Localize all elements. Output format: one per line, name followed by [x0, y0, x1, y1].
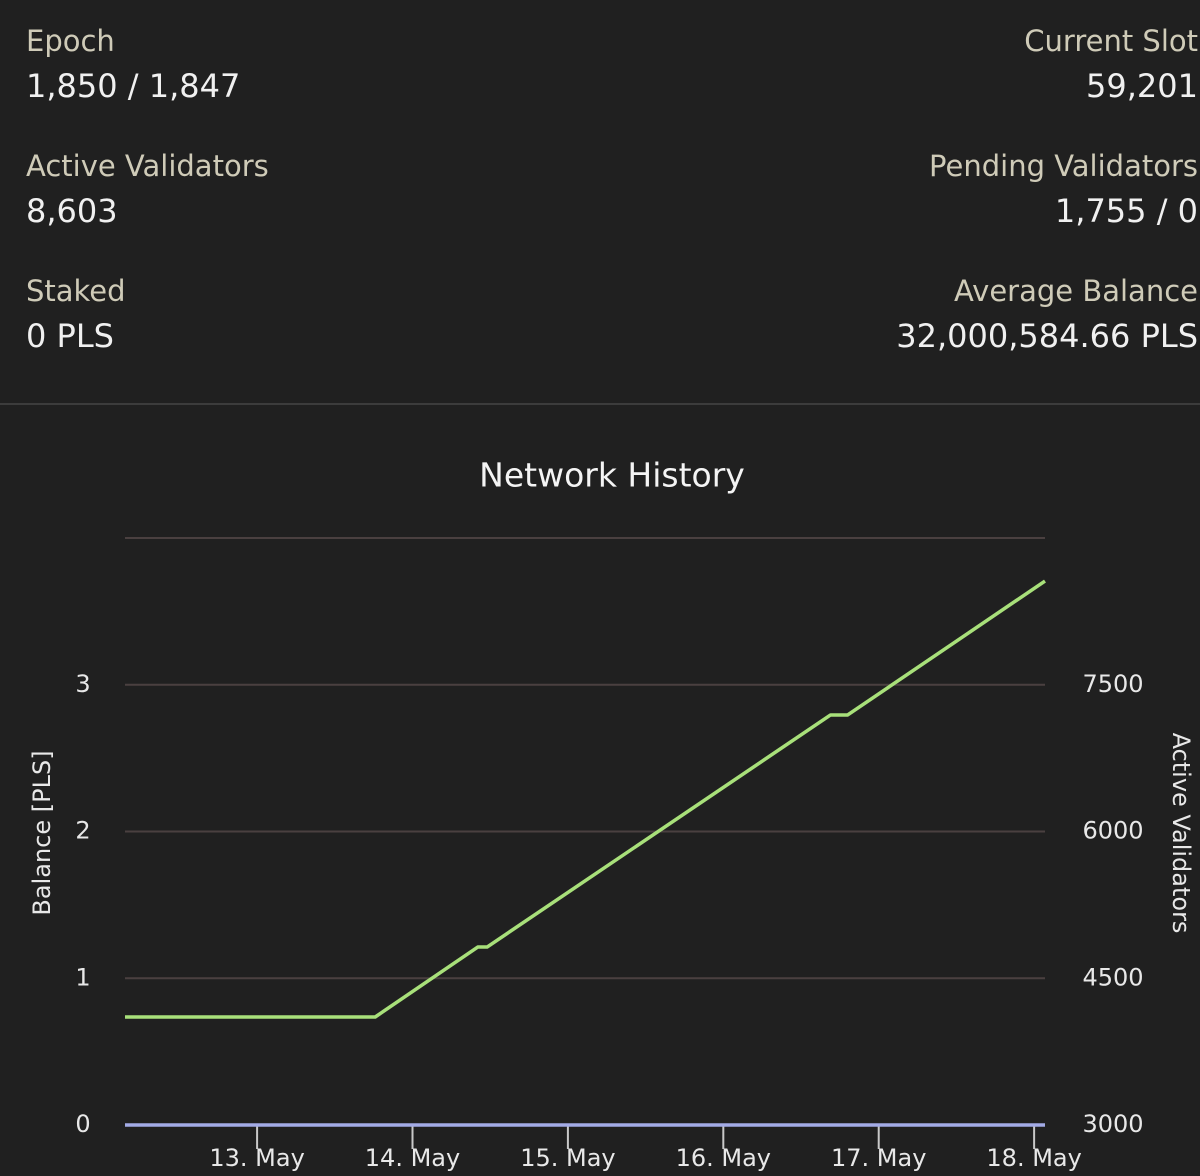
x-tick-label: 13. May — [209, 1144, 304, 1172]
stat-value: 59,201 — [1086, 67, 1198, 105]
stat-label: Staked — [26, 274, 126, 308]
stat-value: 8,603 — [26, 192, 118, 230]
y2-tick-label: 7500 — [1082, 670, 1143, 698]
stat-label: Pending Validators — [929, 149, 1198, 183]
y-tick-label: 3 — [75, 670, 90, 698]
y2-axis-label: Active Validators — [1167, 733, 1195, 934]
x-tick-label: 14. May — [365, 1144, 460, 1172]
stat-label: Average Balance — [954, 274, 1198, 308]
stat-label: Current Slot — [1024, 24, 1198, 58]
stat-label: Active Validators — [26, 149, 269, 183]
y2-tick-label: 3000 — [1082, 1110, 1143, 1138]
stat-value: 1,755 / 0 — [1055, 192, 1198, 230]
y-tick-label: 2 — [75, 817, 90, 845]
y2-tick-label: 6000 — [1082, 817, 1143, 845]
x-tick-label: 18. May — [986, 1144, 1081, 1172]
stat-value: 0 PLS — [26, 317, 114, 355]
y2-tick-label: 4500 — [1082, 963, 1143, 991]
stat-value: 32,000,584.66 PLS — [896, 317, 1198, 355]
stat-value: 1,850 / 1,847 — [26, 67, 240, 105]
x-tick-label: 17. May — [831, 1144, 926, 1172]
chart-title: Network History — [479, 456, 745, 495]
y-tick-label: 1 — [75, 963, 90, 991]
y-axis-label: Balance [PLS] — [28, 750, 56, 915]
y-tick-label: 0 — [75, 1110, 90, 1138]
x-tick-label: 16. May — [676, 1144, 771, 1172]
stat-label: Epoch — [26, 24, 115, 58]
x-tick-label: 15. May — [520, 1144, 615, 1172]
series-line — [125, 579, 1046, 1019]
